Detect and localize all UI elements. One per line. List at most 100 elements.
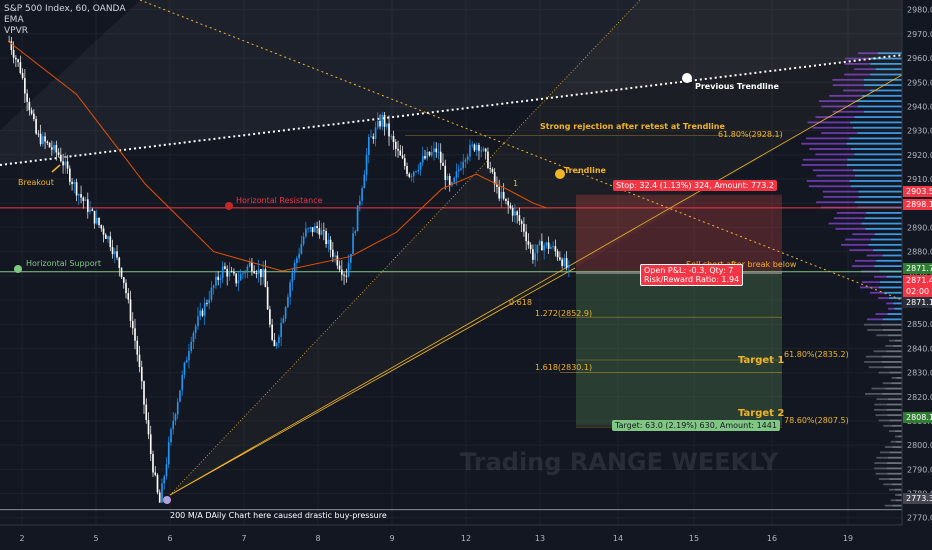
candle-body-64 <box>152 454 154 473</box>
candle-body-73 <box>172 420 175 430</box>
candle-body-23 <box>60 154 62 162</box>
candle-body-2 <box>12 49 15 58</box>
candle-body-242 <box>552 246 554 248</box>
vpvr-bar-up-76 <box>856 100 902 103</box>
fib-6180-top-label: 61.80%(2928.1) <box>718 130 783 139</box>
vpvr-bar-up-45 <box>874 265 902 268</box>
x-tick-4: 8 <box>315 534 320 543</box>
candle-body-69 <box>163 476 166 484</box>
candle-body-150 <box>345 275 348 277</box>
vpvr-bar-up-64 <box>846 164 902 166</box>
vpvr-bar-up-8 <box>886 462 902 464</box>
vpvr-bar-down-3 <box>888 488 895 491</box>
vpvr-bar-down-72 <box>807 121 851 124</box>
vpvr-bar-up-25 <box>889 371 902 374</box>
candle-body-185 <box>424 156 426 159</box>
candle-body-70 <box>165 464 168 477</box>
candle-body-3 <box>15 57 17 60</box>
candle-body-239 <box>545 242 548 246</box>
vpvr-bar-down-12 <box>890 440 896 443</box>
candle-body-195 <box>446 176 449 180</box>
y-tick-17: 2940.0 <box>907 102 932 111</box>
vpvr-bar-up-39 <box>888 297 902 299</box>
candle-body-155 <box>356 205 359 232</box>
candle-body-106 <box>246 266 249 273</box>
candle-body-249 <box>568 265 570 268</box>
candle-body-202 <box>462 161 465 169</box>
candle-body-10 <box>30 110 33 114</box>
candle-body-44 <box>107 236 109 240</box>
candle-body-243 <box>554 246 557 252</box>
candle-body-179 <box>410 176 413 177</box>
vpvr-bar-down-4 <box>883 483 892 486</box>
candle-body-9 <box>28 101 31 111</box>
candle-body-206 <box>471 144 474 146</box>
x-tick-8: 14 <box>613 534 623 543</box>
y-tick-6: 2830.0 <box>907 369 932 378</box>
vpvr-bar-up-11 <box>892 446 902 448</box>
vpvr-bar-down-67 <box>809 148 852 150</box>
candle-body-100 <box>233 271 235 274</box>
candle-body-90 <box>210 287 213 300</box>
candle-body-144 <box>332 249 334 257</box>
vpvr-bar-up-48 <box>873 249 902 252</box>
vpvr-bar-down-50 <box>845 238 871 241</box>
vpvr-bar-down-30 <box>885 345 893 347</box>
vpvr-indicator-label[interactable]: VPVR <box>4 26 28 36</box>
vpvr-bar-up-1 <box>895 499 902 502</box>
x-tick-9: 15 <box>689 534 699 543</box>
candle-body-235 <box>536 244 539 254</box>
y-tick-16: 2930.0 <box>907 127 932 136</box>
rising-channel-lower <box>169 267 576 496</box>
candle-body-157 <box>361 188 363 201</box>
open-pl-box[interactable]: Open P&L: -0.3, Qty: 7 Risk/Reward Ratio… <box>640 264 744 286</box>
vpvr-bar-down-2 <box>895 494 899 496</box>
candle-body-188 <box>430 151 433 156</box>
candle-body-84 <box>197 316 199 327</box>
candle-body-137 <box>316 226 318 228</box>
ema-indicator-label[interactable]: EMA <box>4 15 24 25</box>
candle-body-138 <box>318 227 321 235</box>
vpvr-bar-down-37 <box>888 307 895 310</box>
candle-body-196 <box>448 176 451 186</box>
vpvr-bar-up-50 <box>870 238 902 241</box>
vpvr-bar-down-11 <box>884 446 893 448</box>
candle-body-82 <box>192 332 195 342</box>
candle-body-68 <box>161 483 163 503</box>
stop-info-box[interactable]: Stop: 32.4 (1.13%) 324, Amount: 773.2 <box>613 180 777 191</box>
candle-body-197 <box>451 182 453 186</box>
vpvr-bar-up-33 <box>882 329 902 331</box>
vpvr-bar-down-74 <box>832 110 864 113</box>
candle-body-226 <box>516 211 518 216</box>
candle-body-88 <box>206 302 208 304</box>
vpvr-bar-down-34 <box>864 323 882 326</box>
candle-body-171 <box>392 136 395 142</box>
vpvr-bar-down-29 <box>873 350 887 353</box>
symbol-title[interactable]: S&P 500 Index, 60, OANDA <box>4 4 126 14</box>
candle-body-245 <box>559 257 561 260</box>
candle-body-169 <box>388 123 390 137</box>
candle-body-12 <box>35 119 37 134</box>
vpvr-bar-down-13 <box>895 435 899 438</box>
candle-body-104 <box>242 273 244 275</box>
vpvr-bar-down-46 <box>854 259 877 262</box>
vpvr-bar-up-41 <box>878 286 902 289</box>
previous-trendline-label: Previous Trendline <box>695 82 779 91</box>
candle-body-143 <box>329 239 332 250</box>
vpvr-bar-down-84 <box>845 57 871 60</box>
fib-6180-mid-label: 61.80%(2835.2) <box>784 350 849 359</box>
candle-body-111 <box>257 269 260 275</box>
candle-body-54 <box>129 299 132 321</box>
candle-body-33 <box>82 197 85 201</box>
candle-body-170 <box>390 136 393 137</box>
candle-body-121 <box>280 322 282 337</box>
x-tick-1: 5 <box>93 534 98 543</box>
target-info-box[interactable]: Target: 63.0 (2.19%) 630, Amount: 1441 <box>612 420 780 431</box>
wave-1-marker: 1 <box>513 179 518 188</box>
candle-body-85 <box>199 310 202 317</box>
vpvr-bar-down-15 <box>883 424 892 427</box>
candle-body-212 <box>484 148 487 152</box>
candle-body-184 <box>421 156 424 163</box>
candle-body-225 <box>514 211 516 216</box>
